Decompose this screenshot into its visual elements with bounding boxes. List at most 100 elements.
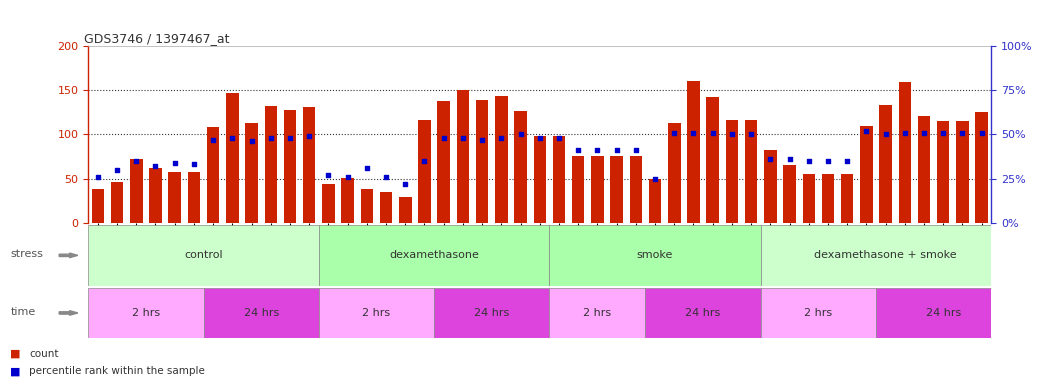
Text: time: time [10, 307, 35, 317]
Point [109, 167, 126, 173]
Text: 24 hrs: 24 hrs [926, 308, 961, 318]
Bar [592, 157, 604, 223]
Bar [322, 184, 334, 223]
Bar [245, 123, 257, 223]
Point [723, 131, 740, 137]
Bar [761, 225, 1011, 286]
Point [378, 174, 394, 180]
Point [301, 133, 318, 139]
Bar [360, 189, 373, 223]
Text: GDS3746 / 1397467_at: GDS3746 / 1397467_at [84, 32, 229, 45]
Bar [879, 105, 892, 223]
Point [858, 128, 875, 134]
Point [320, 172, 336, 178]
Bar [399, 197, 411, 223]
Bar [802, 174, 815, 223]
Bar [549, 225, 761, 286]
Point [877, 131, 894, 137]
Text: dexamethasone + smoke: dexamethasone + smoke [814, 250, 957, 260]
Point [166, 160, 183, 166]
Bar [495, 96, 508, 223]
Bar [226, 93, 239, 223]
Point [628, 147, 645, 153]
Point [512, 131, 528, 137]
Bar [726, 120, 738, 223]
Bar [646, 288, 761, 338]
Bar [761, 288, 876, 338]
Point [647, 175, 663, 182]
Point [128, 158, 144, 164]
Bar [319, 288, 434, 338]
Point [204, 137, 221, 143]
Point [243, 138, 260, 144]
Bar [956, 121, 968, 223]
Point [281, 135, 298, 141]
Text: control: control [184, 250, 223, 260]
Point [455, 135, 471, 141]
Bar [552, 136, 566, 223]
Bar [745, 120, 758, 223]
Bar [610, 157, 623, 223]
Bar [88, 225, 319, 286]
Point [358, 165, 375, 171]
Bar [534, 136, 546, 223]
Point [339, 174, 356, 180]
Bar [207, 127, 219, 223]
Point [762, 156, 778, 162]
Bar [475, 100, 488, 223]
Point [916, 129, 932, 136]
Bar [303, 107, 316, 223]
Bar [876, 288, 1011, 338]
Bar [687, 81, 700, 223]
Point [531, 135, 548, 141]
Point [685, 129, 702, 136]
Bar [630, 157, 643, 223]
Point [705, 129, 721, 136]
Bar [434, 288, 549, 338]
Bar [976, 112, 988, 223]
Text: 2 hrs: 2 hrs [804, 308, 832, 318]
Point [935, 129, 952, 136]
Point [974, 129, 990, 136]
Point [397, 181, 413, 187]
Bar [437, 101, 449, 223]
Text: smoke: smoke [637, 250, 674, 260]
Bar [130, 159, 142, 223]
Bar [88, 288, 203, 338]
Text: 2 hrs: 2 hrs [362, 308, 390, 318]
Bar [764, 150, 776, 223]
Bar [861, 126, 873, 223]
Bar [418, 120, 431, 223]
Point [800, 158, 817, 164]
Bar [91, 189, 104, 223]
Point [782, 156, 798, 162]
Point [493, 135, 510, 141]
Point [608, 147, 625, 153]
Text: percentile rank within the sample: percentile rank within the sample [29, 366, 204, 376]
Text: 2 hrs: 2 hrs [583, 308, 611, 318]
Text: stress: stress [10, 249, 44, 260]
Point [435, 135, 452, 141]
Text: dexamethasone: dexamethasone [389, 250, 479, 260]
Bar [168, 172, 181, 223]
Point [224, 135, 241, 141]
Point [820, 158, 837, 164]
Point [416, 158, 433, 164]
Bar [822, 174, 835, 223]
Bar [899, 82, 911, 223]
Point [897, 129, 913, 136]
Bar [649, 179, 661, 223]
Text: count: count [29, 349, 58, 359]
Bar [572, 157, 584, 223]
Point [186, 161, 202, 167]
Text: ■: ■ [10, 366, 21, 376]
Bar [283, 110, 296, 223]
Bar [149, 168, 162, 223]
Bar [784, 165, 796, 223]
Bar [342, 178, 354, 223]
Text: 24 hrs: 24 hrs [685, 308, 720, 318]
Point [839, 158, 855, 164]
Point [263, 135, 279, 141]
Bar [937, 121, 950, 223]
Bar [457, 90, 469, 223]
